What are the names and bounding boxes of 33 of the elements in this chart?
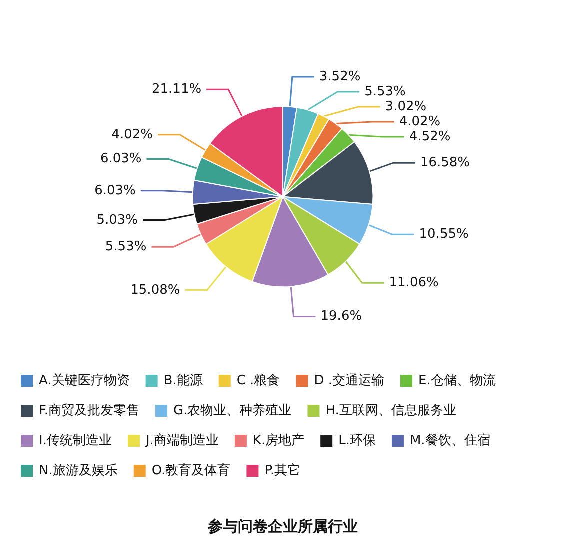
legend-label: O.教育及体育 — [152, 462, 231, 478]
legend-label: P.其它 — [264, 462, 301, 478]
data-label: 6.03% — [100, 152, 142, 167]
data-label: 3.52% — [319, 70, 361, 85]
legend-label: A.关键医疗物资 — [39, 374, 130, 388]
data-label: 16.58% — [420, 156, 470, 171]
data-label: 3.02% — [385, 100, 427, 115]
data-label: 5.03% — [96, 212, 138, 228]
data-label: 15.08% — [130, 282, 180, 298]
legend-label: H.互联网、信息服务业 — [326, 404, 456, 418]
legend-label: J.商端制造业 — [144, 434, 219, 448]
legend-label: I.传统制造业 — [39, 434, 112, 448]
legend-label: N.旅游及娱乐 — [39, 464, 118, 478]
legend-label: K.房地产 — [252, 432, 305, 448]
data-label: 10.55% — [419, 227, 469, 242]
legend-label: L.环保 — [338, 434, 376, 448]
data-label: 5.53% — [364, 84, 406, 100]
data-label: 4.02% — [399, 114, 441, 130]
data-label: 5.53% — [105, 240, 147, 255]
legend-label: B.能源 — [164, 374, 203, 388]
data-label: 4.52% — [409, 130, 451, 145]
data-label: 21.11% — [152, 82, 202, 98]
legend-label: G.农物业、种养殖业 — [174, 402, 292, 418]
legend-label: E.仓储、物流 — [418, 372, 496, 388]
legend-label: M.餐饮、住宿 — [410, 432, 490, 448]
text: 参与问卷企业所属行业 — [207, 518, 358, 536]
legend-label: F.商贸及批发零售 — [39, 404, 140, 418]
data-label: 4.02% — [112, 127, 153, 142]
legend-label: C .粮食 — [236, 374, 280, 388]
legend-label: D .交通运输 — [314, 372, 384, 388]
data-label: 11.06% — [389, 276, 439, 291]
data-label: 6.03% — [94, 183, 136, 198]
data-label: 19.6% — [320, 309, 362, 324]
